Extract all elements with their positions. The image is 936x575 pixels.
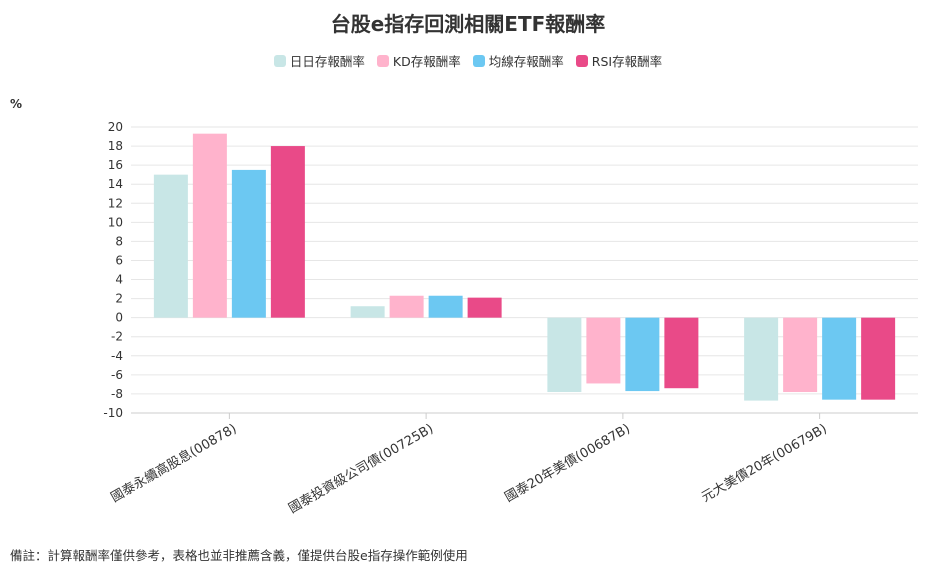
legend: 日日存報酬率 KD存報酬率 均線存報酬率 RSI存報酬率 (0, 51, 936, 70)
bar[interactable] (861, 317, 896, 400)
y-tick-label: 6 (115, 253, 123, 267)
bar[interactable] (744, 317, 779, 401)
bar[interactable] (231, 169, 266, 318)
bar[interactable] (547, 317, 582, 393)
x-category-label: 元大美債20年(00679B) (699, 421, 829, 505)
legend-swatch-rsi (575, 54, 588, 67)
legend-item-rsi[interactable]: RSI存報酬率 (575, 51, 663, 70)
bar[interactable] (270, 146, 305, 318)
bar[interactable] (428, 295, 463, 318)
legend-swatch-kd (376, 54, 389, 67)
legend-item-kd[interactable]: KD存報酬率 (376, 51, 461, 70)
y-tick-label: 0 (115, 311, 123, 325)
bar[interactable] (389, 295, 424, 318)
y-tick-label: 8 (115, 234, 123, 248)
bar[interactable] (625, 317, 660, 392)
bar[interactable] (586, 317, 621, 384)
x-category-label: 國泰永續高股息(00878) (108, 421, 239, 506)
bar[interactable] (822, 317, 857, 400)
legend-swatch-daily (273, 54, 286, 67)
y-tick-label: 16 (108, 158, 123, 172)
y-tick-label: 14 (108, 177, 123, 191)
y-tick-label: -10 (103, 406, 123, 420)
legend-label-rsi: RSI存報酬率 (591, 54, 663, 69)
y-tick-label: 20 (108, 120, 123, 134)
chart-title: 台股e指存回測相關ETF報酬率 (330, 12, 606, 36)
y-tick-label: 10 (108, 215, 123, 229)
x-category-label: 國泰20年美債(00687B) (502, 421, 632, 505)
legend-label-kd: KD存報酬率 (392, 54, 461, 69)
legend-item-daily[interactable]: 日日存報酬率 (273, 51, 365, 70)
legend-label-ma: 均線存報酬率 (488, 54, 564, 69)
y-tick-label: -6 (111, 368, 123, 382)
bar[interactable] (664, 317, 699, 389)
footnote: 備註：計算報酬率僅供參考，表格也並非推薦含義，僅提供台股e指存操作範例使用 (10, 548, 468, 563)
bar[interactable] (467, 297, 502, 318)
y-tick-label: -8 (111, 387, 123, 401)
bar[interactable] (350, 306, 385, 318)
x-category-label: 國泰投資級公司債(00725B) (286, 421, 436, 517)
y-tick-label: 12 (108, 196, 123, 210)
y-tick-label: 18 (108, 139, 123, 153)
y-tick-label: -4 (111, 349, 123, 363)
y-tick-label: 4 (115, 273, 123, 287)
y-tick-label: 2 (115, 292, 123, 306)
legend-item-ma[interactable]: 均線存報酬率 (472, 51, 564, 70)
legend-label-daily: 日日存報酬率 (289, 54, 365, 69)
y-axis-unit: % (10, 97, 23, 111)
legend-swatch-ma (472, 54, 485, 67)
bar[interactable] (192, 133, 227, 318)
y-tick-label: -2 (111, 330, 123, 344)
bar[interactable] (153, 174, 188, 318)
bar[interactable] (783, 317, 818, 393)
